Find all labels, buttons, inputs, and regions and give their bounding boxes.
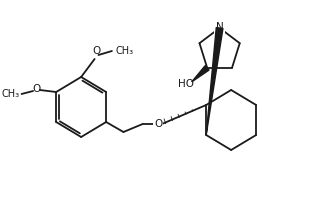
Polygon shape	[206, 27, 223, 135]
Text: CH₃: CH₃	[116, 46, 134, 56]
Polygon shape	[192, 65, 209, 82]
Text: O: O	[33, 84, 41, 94]
Text: O: O	[154, 119, 162, 129]
Text: HO: HO	[178, 79, 194, 89]
Text: N: N	[216, 22, 224, 32]
Text: O: O	[92, 46, 101, 56]
Text: CH₃: CH₃	[2, 89, 20, 99]
